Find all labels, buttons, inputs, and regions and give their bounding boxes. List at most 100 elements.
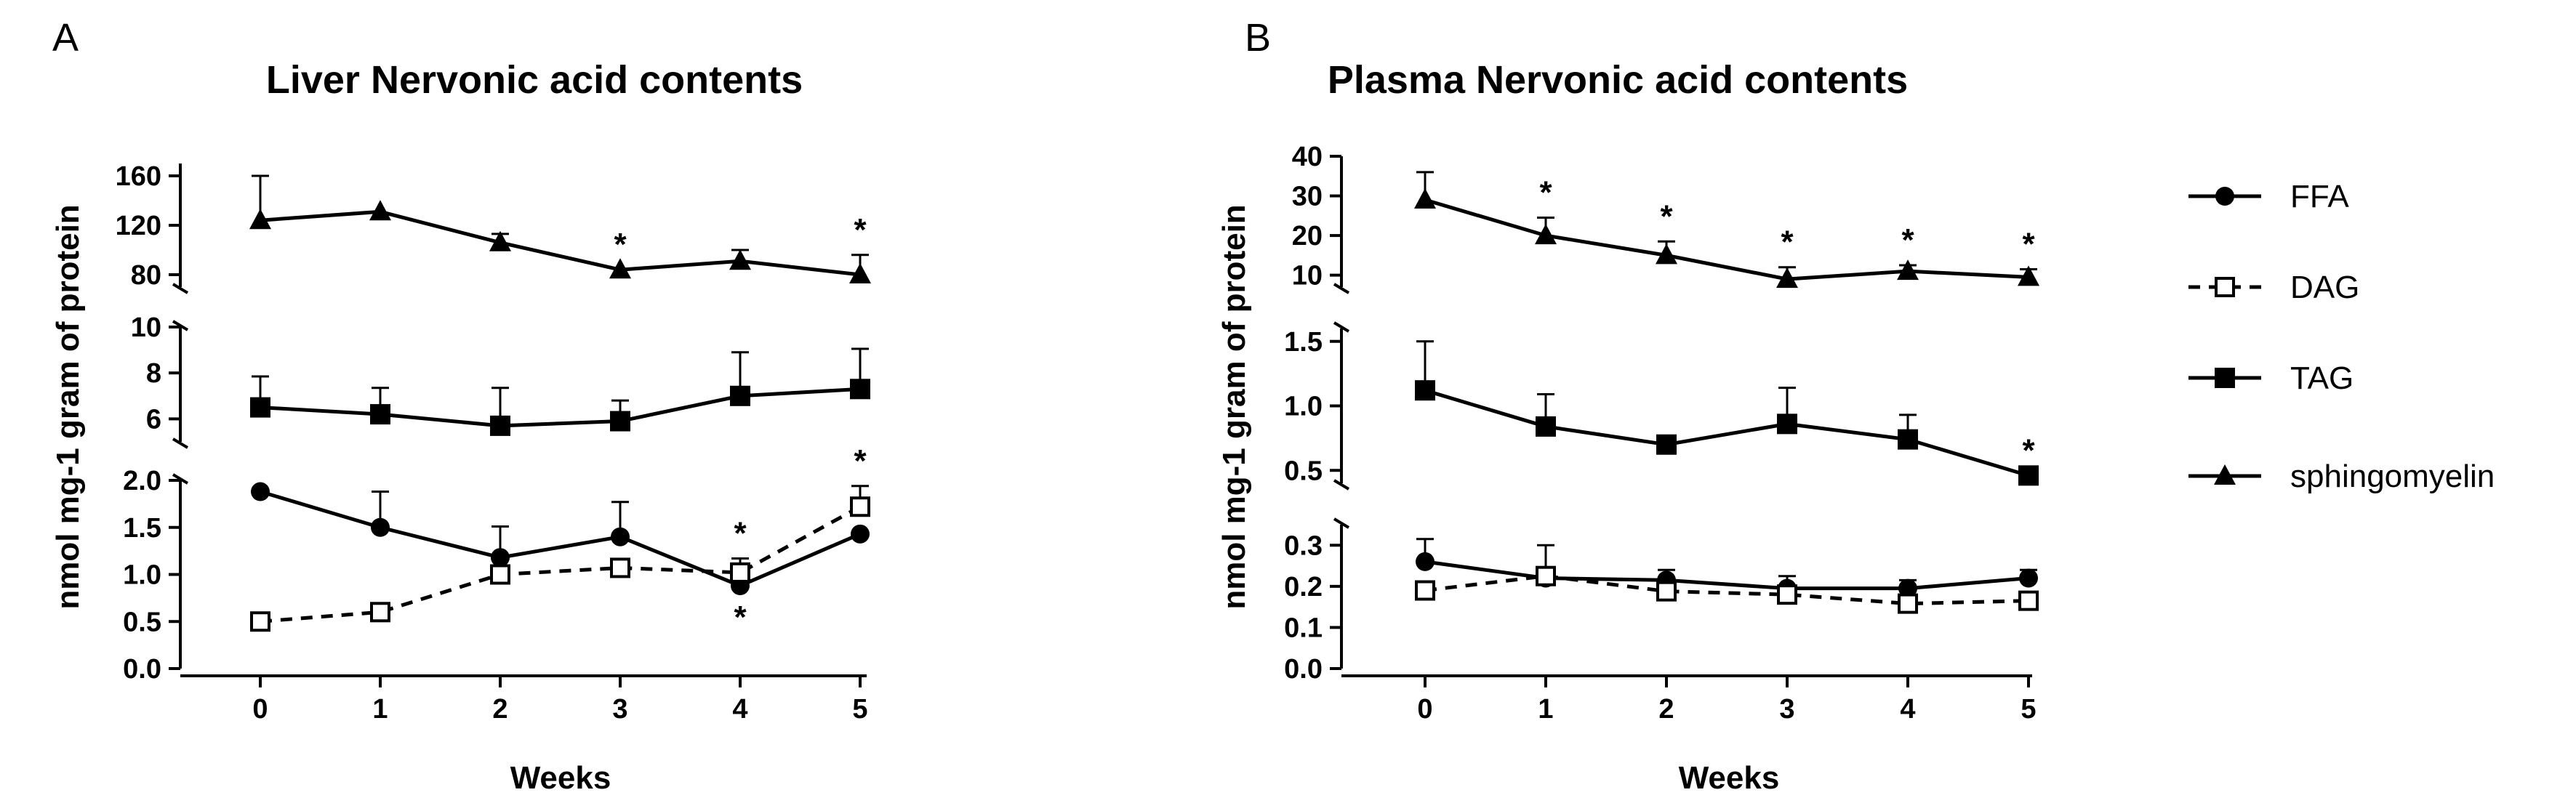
x-tick-label-a: 4 — [732, 694, 747, 725]
y-axis-title-a: nmol mg-1 gram of protein — [50, 204, 86, 609]
x-tick-label-b: 3 — [1779, 694, 1794, 725]
significance-star-tag-b: * — [2022, 432, 2035, 468]
y-tick-label-a: 0.5 — [123, 607, 161, 637]
y-tick-label-b: 30 — [1292, 182, 1323, 212]
point-dag-b — [1656, 581, 1677, 602]
x-tick-label-a: 2 — [492, 694, 507, 725]
point-ffa-b — [1898, 578, 1917, 598]
point-tag-a — [370, 404, 390, 425]
series-ffa-b — [1416, 538, 2038, 598]
axis-break-upper-a — [172, 283, 189, 294]
point-dag-b — [1777, 584, 1797, 605]
y-tick-label-a: 80 — [131, 260, 161, 291]
panel-letter-b: B — [1245, 16, 1271, 60]
point-sphingomyelin-b — [1535, 224, 1557, 245]
series-tag-a — [250, 347, 870, 436]
significance-star-sphingomyelin-a: * — [614, 227, 627, 262]
point-ffa-a — [371, 517, 390, 537]
legend-marker-ffa — [2215, 187, 2234, 206]
point-tag-b — [1777, 413, 1797, 435]
series-line-sphingomyelin-b — [1424, 198, 2029, 281]
x-tick-label-b: 2 — [1658, 694, 1674, 725]
axis-break-middle-b — [1333, 479, 1350, 491]
axis-break-top-lower-b — [1333, 517, 1350, 529]
y-tick-label-b: 1.0 — [1284, 392, 1323, 422]
point-sphingomyelin-b — [1414, 188, 1436, 209]
x-tick-label-b: 0 — [1417, 694, 1432, 725]
point-tag-a — [610, 411, 630, 432]
point-sphingomyelin-a — [729, 249, 751, 270]
series-sphingomyelin-a: * * — [249, 174, 871, 283]
point-dag-a — [850, 496, 870, 517]
point-dag-b — [1415, 580, 1435, 601]
significance-star-sphingomyelin-b: * — [1660, 198, 1673, 234]
series-line-dag-a — [260, 505, 862, 624]
y-tick-label-b: 20 — [1292, 221, 1323, 251]
y-tick-label-a: 1.5 — [123, 513, 161, 544]
point-tag-a — [490, 415, 510, 436]
y-tick-label-b: 1.5 — [1284, 327, 1323, 358]
series-sphingomyelin-b: * * * * * — [1414, 171, 2039, 289]
point-tag-a — [730, 385, 750, 406]
x-tick-label-a: 0 — [252, 694, 268, 725]
chart-title-a: Liver Nervonic acid contents — [266, 58, 803, 102]
y-tick-label-a: 1.0 — [123, 560, 161, 591]
significance-star-ffa-a: * — [734, 600, 747, 635]
series-dag-b — [1415, 565, 2039, 614]
y-tick-label-a: 2.0 — [123, 466, 161, 496]
series-line-ffa-a — [260, 490, 861, 588]
series-line-ffa-b — [1424, 560, 2029, 591]
panel-b: B Plasma Nervonic acid contents nmol mg-… — [1216, 16, 2039, 796]
point-dag-b — [1536, 565, 1556, 586]
x-tick-label-b: 1 — [1538, 694, 1553, 725]
point-tag-b — [1536, 416, 1556, 437]
series-line-tag-a — [260, 387, 861, 428]
point-tag-a — [850, 379, 870, 400]
legend-label-tag: TAG — [2290, 360, 2354, 396]
panel-letter-a: A — [52, 16, 79, 60]
point-dag-b — [2018, 590, 2039, 611]
axis-break-top-middle-b — [1333, 321, 1350, 333]
y-tick-label-b: 0.5 — [1284, 456, 1323, 486]
series-line-tag-b — [1424, 388, 2029, 477]
significance-star-sphingomyelin-b: * — [1539, 175, 1552, 211]
y-tick-label-b: 0.3 — [1284, 530, 1323, 561]
legend-item-sphingomyelin: sphingomyelin — [2188, 459, 2495, 494]
y-tick-label-a: 160 — [116, 161, 161, 192]
point-dag-b — [1898, 593, 1918, 614]
point-sphingomyelin-b — [1897, 259, 1919, 281]
point-sphingomyelin-b — [1776, 267, 1798, 289]
series-ffa-a: * — [251, 482, 870, 635]
point-sphingomyelin-b — [2018, 265, 2039, 286]
x-tick-label-b: 4 — [1900, 694, 1915, 725]
x-axis-title-b: Weeks — [1679, 760, 1780, 796]
x-tick-label-b: 5 — [2021, 694, 2036, 725]
point-dag-a — [490, 564, 510, 585]
legend-marker-dag — [2215, 277, 2235, 297]
axis-break-upper-b — [1333, 283, 1350, 294]
series-line-dag-b — [1424, 574, 2029, 606]
panel-a: A Liver Nervonic acid contents nmol mg-1… — [50, 16, 871, 796]
point-tag-b — [1656, 434, 1677, 455]
y-tick-label-b: 0.0 — [1284, 654, 1323, 685]
point-sphingomyelin-a — [489, 230, 511, 251]
y-axis-title-b: nmol mg-1 gram of protein — [1216, 204, 1252, 609]
legend-label-dag: DAG — [2290, 270, 2359, 305]
series-tag-b: * — [1415, 340, 2039, 486]
x-tick-label-a: 1 — [372, 694, 388, 725]
point-dag-a — [610, 557, 630, 578]
y-tick-label-b: 10 — [1292, 261, 1323, 291]
y-tick-label-b: 40 — [1292, 142, 1323, 172]
point-tag-b — [2018, 465, 2039, 486]
y-tick-label-b: 0.2 — [1284, 572, 1323, 602]
legend-item-tag: TAG — [2188, 360, 2354, 396]
point-ffa-a — [851, 524, 870, 544]
x-tick-label-a: 3 — [612, 694, 627, 725]
y-tick-label-a: 0.0 — [123, 654, 161, 685]
legend: FFA DAG TAG sphingomyelin — [2188, 179, 2495, 494]
point-tag-b — [1898, 429, 1918, 450]
point-sphingomyelin-a — [609, 258, 631, 279]
